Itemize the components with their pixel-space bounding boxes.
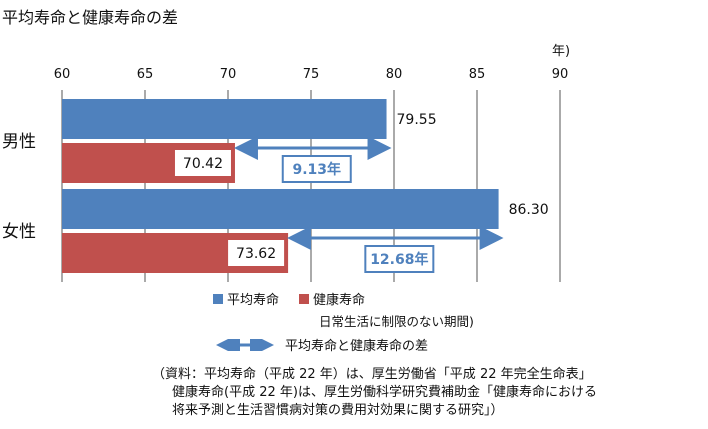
source-line-2: 健康寿命(平成 22 年)は、厚生労働科学研究費補助金「健康寿命における	[172, 385, 597, 400]
source-line-1: （資料：平均寿命（平成 22 年）は、厚生労働省「平成 22 年完全生命表」	[152, 367, 592, 382]
axis-unit-label: 年)	[552, 44, 571, 59]
x-tick-label: 75	[303, 67, 320, 82]
arrow-legend: 平均寿命と健康寿命の差	[213, 335, 428, 354]
bar-value-label: 79.55	[397, 112, 437, 128]
bar-chart: 60 65 70 75 80 85 90 男性79.5570.42女性86.3073.62 …	[2, 67, 569, 282]
legend-label-average: 平均寿命	[227, 293, 280, 308]
bar-average-lifespan	[62, 189, 499, 229]
category-label: 女性	[2, 222, 36, 242]
source-note: （資料：平均寿命（平成 22 年）は、厚生労働省「平成 22 年完全生命表」 健…	[152, 366, 597, 420]
legend-label-healthy: 健康寿命	[313, 293, 366, 308]
x-tick-label: 90	[552, 67, 569, 82]
difference-label: 9.13年	[292, 161, 341, 178]
x-tick-label: 80	[386, 67, 403, 82]
difference-label: 12.68年	[370, 251, 428, 268]
x-tick-label: 60	[54, 67, 71, 82]
bar-value-box	[228, 240, 285, 266]
x-tick-label: 70	[220, 67, 237, 82]
difference-box	[281, 155, 352, 183]
legend-swatch-average	[213, 293, 223, 304]
bar-value-label: 86.30	[509, 202, 549, 218]
x-tick-label: 85	[469, 67, 486, 82]
difference-box	[364, 245, 435, 273]
bar-value-label: 73.62	[236, 246, 276, 262]
bar-value-label: 70.42	[183, 156, 223, 172]
bar-value-box	[174, 150, 231, 176]
bar-average-lifespan	[62, 99, 387, 139]
legend-sub-note: 日常生活に制限のない期間)	[319, 314, 474, 329]
legend: 平均寿命 健康寿命	[213, 289, 365, 308]
category-label: 男性	[2, 132, 36, 152]
arrow-legend-label: 平均寿命と健康寿命の差	[285, 339, 429, 354]
chart-title: 平均寿命と健康寿命の差	[2, 8, 179, 27]
source-line-3: 将来予測と生活習慣病対策の費用対効果に関する研究」）	[172, 403, 504, 418]
legend-swatch-healthy	[299, 293, 310, 304]
double-arrow-icon	[216, 338, 274, 351]
x-tick-label: 65	[137, 67, 154, 82]
